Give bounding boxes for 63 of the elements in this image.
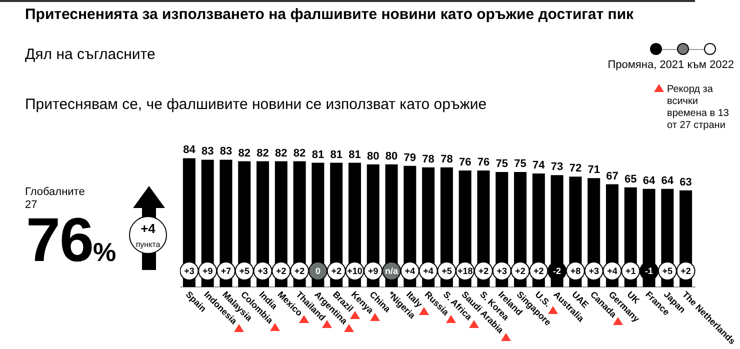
- annotation: +8: [570, 266, 581, 276]
- annotation: +2: [680, 266, 691, 276]
- data-label: 67: [606, 170, 618, 182]
- chart-subtitle: Притеснявам се, че фалшивите новини се използват като оръжие: [25, 96, 487, 113]
- data-label: 82: [275, 147, 288, 160]
- data-label: 84: [183, 144, 196, 156]
- data-label: 82: [238, 147, 250, 160]
- annotation: +2: [294, 266, 305, 276]
- annotation: +3: [496, 266, 508, 276]
- text: Промяна, 2021 към 2022: [608, 59, 734, 71]
- annotation: +9: [368, 266, 378, 276]
- text: +4 пункта: [134, 221, 162, 251]
- annotation: +2: [331, 266, 342, 276]
- data-label: 83: [220, 146, 232, 158]
- annotation: +2: [534, 266, 544, 276]
- annotation: +9: [202, 266, 213, 276]
- text: Дял на съгласните: [25, 46, 156, 63]
- data-label: 71: [588, 164, 600, 176]
- annotation: -2: [553, 266, 562, 276]
- annotation: +1: [625, 266, 636, 276]
- data-label: 83: [201, 146, 214, 158]
- annotation: +5: [442, 266, 452, 276]
- data-label: 82: [293, 147, 306, 160]
- data-label: 73: [550, 161, 564, 174]
- data-label: 64: [642, 174, 656, 187]
- data-label: 75: [514, 158, 526, 170]
- annotation: +3: [258, 266, 268, 276]
- annotation: +4: [423, 266, 434, 276]
- data-label: 81: [312, 148, 324, 161]
- annotation: +5: [239, 266, 250, 276]
- annotation: +4: [404, 266, 416, 276]
- chart-title: Притесненията за използването на фалшивите новини като оръжие достигат пик: [25, 6, 634, 23]
- data-label: 82: [256, 147, 269, 160]
- annotation: +3: [184, 266, 194, 276]
- data-label: 74: [532, 160, 546, 172]
- annotation: +2: [478, 266, 489, 276]
- data-label: 72: [569, 162, 582, 175]
- text: Глобалните 27: [25, 186, 85, 212]
- data-label: 63: [680, 176, 692, 188]
- data-label: 64: [661, 174, 674, 187]
- data-label: 76: [458, 156, 472, 168]
- data-label: 79: [404, 152, 416, 164]
- data-label: 76: [477, 156, 490, 168]
- annotation: +7: [220, 266, 232, 276]
- data-label: 81: [330, 148, 342, 161]
- annotation: +2: [276, 266, 286, 276]
- annotation: -1: [645, 266, 654, 276]
- annotation: 0: [315, 266, 320, 276]
- annotation: +3: [588, 266, 599, 276]
- data-label: 78: [440, 153, 453, 166]
- data-label: 78: [422, 153, 434, 166]
- annotation: +5: [662, 266, 673, 276]
- data-label: 80: [367, 150, 380, 162]
- data-label: 75: [496, 158, 508, 170]
- data-label: 80: [385, 150, 398, 162]
- legend-label: Рекорд за всички времена в 13 от 27 страни: [667, 84, 730, 132]
- annotation: +2: [515, 266, 526, 276]
- data-label: 81: [348, 148, 361, 161]
- data-label: 65: [624, 173, 637, 186]
- annotation: +10: [347, 266, 362, 276]
- annotation: +18: [457, 266, 473, 276]
- annotation: +4: [607, 266, 618, 276]
- annotation: n/a: [385, 266, 400, 276]
